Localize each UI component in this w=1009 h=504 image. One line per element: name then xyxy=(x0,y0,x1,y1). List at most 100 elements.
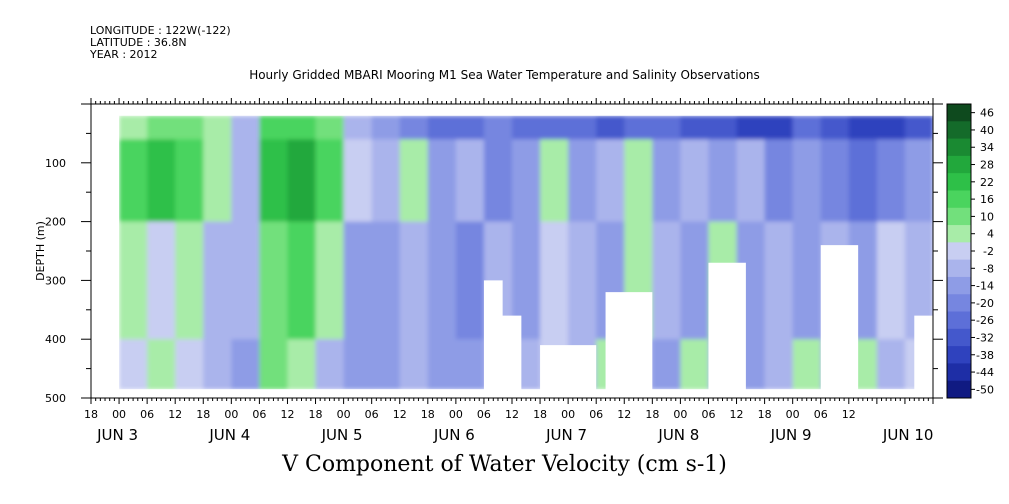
heatmap-cell xyxy=(147,221,176,340)
colorbar-label: 46 xyxy=(980,107,994,120)
heatmap-cell xyxy=(512,139,541,223)
heatmap-cell xyxy=(652,221,681,340)
x-tick-label: 06 xyxy=(365,408,379,421)
y-tick-label: 300 xyxy=(45,274,66,287)
colorbar-swatch xyxy=(947,328,971,347)
x-tick-label: 18 xyxy=(758,408,772,421)
heatmap-cell xyxy=(147,339,176,390)
heatmap-cell xyxy=(343,115,373,140)
x-day-label: JUN 9 xyxy=(770,426,812,444)
heatmap-cell xyxy=(175,339,204,390)
heatmap-cell xyxy=(175,115,204,140)
y-tick-label: 500 xyxy=(45,392,66,405)
x-tick-label: 18 xyxy=(533,408,547,421)
x-tick-label: 12 xyxy=(393,408,407,421)
heatmap-cell xyxy=(624,139,653,223)
x-day-label: JUN 5 xyxy=(321,426,363,444)
heatmap-cell xyxy=(483,115,513,140)
heatmap-cell xyxy=(680,115,709,140)
no-data-region xyxy=(91,389,933,398)
heatmap-cell xyxy=(792,339,822,390)
heatmap-cell xyxy=(119,115,148,140)
heatmap-cell xyxy=(287,221,317,340)
colorbar-swatch xyxy=(947,363,971,382)
heatmap-cell xyxy=(343,139,373,223)
colorbar-swatch xyxy=(947,276,971,295)
colorbar-swatch xyxy=(947,380,971,399)
colorbar-label: 16 xyxy=(980,193,994,206)
heatmap-cell xyxy=(427,339,457,390)
heatmap-cell xyxy=(652,339,681,390)
heatmap-cell xyxy=(287,115,317,140)
no-data-region xyxy=(914,315,933,398)
colorbar-label: -20 xyxy=(976,297,994,310)
heatmap-cell xyxy=(792,115,822,140)
heatmap-cell xyxy=(343,339,373,390)
colorbar-label: -50 xyxy=(976,383,994,396)
chart-title: Hourly Gridded MBARI Mooring M1 Sea Wate… xyxy=(249,68,760,82)
y-tick-label: 200 xyxy=(45,216,66,229)
no-data-region xyxy=(91,104,933,116)
x-tick-label: 06 xyxy=(814,408,828,421)
heatmap-cell xyxy=(736,115,766,140)
x-tick-label: 00 xyxy=(561,408,575,421)
heatmap-cell xyxy=(792,139,822,223)
y-axis-label: DEPTH (m) xyxy=(34,221,47,281)
x-tick-label: 06 xyxy=(701,408,715,421)
colorbar-label: 28 xyxy=(980,159,994,172)
no-data-region xyxy=(540,345,597,398)
x-tick-label: 00 xyxy=(449,408,463,421)
colorbar-label: 34 xyxy=(980,141,994,154)
heatmap-cell xyxy=(764,339,794,390)
x-tick-label: 06 xyxy=(140,408,154,421)
no-data-region xyxy=(708,262,746,398)
heatmap-cell xyxy=(231,221,260,340)
no-data-region xyxy=(91,104,120,398)
heatmap-cell xyxy=(455,115,485,140)
heatmap-cell xyxy=(203,221,232,340)
heatmap-cell xyxy=(287,339,317,390)
heatmap-cell xyxy=(119,221,148,340)
colorbar-swatch xyxy=(947,138,971,157)
heatmap-cell xyxy=(147,139,176,223)
x-tick-label: 00 xyxy=(337,408,351,421)
x-tick-label: 18 xyxy=(309,408,323,421)
heatmap-cell xyxy=(455,339,485,390)
latitude-label: LATITUDE : 36.8N xyxy=(90,36,187,49)
colorbar-label: -38 xyxy=(976,349,994,362)
heatmap-cell xyxy=(175,221,204,340)
heatmap-cell xyxy=(904,139,933,223)
no-data-region xyxy=(820,245,859,398)
heatmap-cell xyxy=(764,221,794,340)
heatmap-cell xyxy=(259,221,288,340)
x-tick-label: 12 xyxy=(617,408,631,421)
heatmap-cell xyxy=(371,139,401,223)
heatmap-cell xyxy=(876,221,906,340)
colorbar-swatch xyxy=(947,104,971,122)
heatmap-cell xyxy=(315,139,345,223)
heatmap-cell xyxy=(231,139,260,223)
colorbar-label: -8 xyxy=(983,262,994,275)
x-day-label: JUN 10 xyxy=(882,426,933,444)
heatmap-cell xyxy=(792,221,822,340)
heatmap-cell xyxy=(680,339,709,390)
x-tick-label: 06 xyxy=(589,408,603,421)
heatmap-cell xyxy=(119,139,148,223)
heatmap-cell xyxy=(399,221,429,340)
y-tick-label: 400 xyxy=(45,333,66,346)
colorbar-label: -26 xyxy=(976,314,994,327)
heatmap-cell xyxy=(455,221,485,340)
x-tick-label: 12 xyxy=(280,408,294,421)
x-day-label: JUN 3 xyxy=(96,426,138,444)
heatmap-cell xyxy=(596,139,625,223)
no-data-region xyxy=(605,292,653,398)
heatmap-cell xyxy=(343,221,373,340)
heatmap-cell xyxy=(483,139,513,223)
heatmap-cell xyxy=(231,115,260,140)
heatmap-cell xyxy=(427,139,457,223)
heatmap-cell xyxy=(876,139,906,223)
heatmap-cell xyxy=(820,115,850,140)
x-tick-label: 18 xyxy=(84,408,98,421)
heatmap-cell xyxy=(259,139,288,223)
